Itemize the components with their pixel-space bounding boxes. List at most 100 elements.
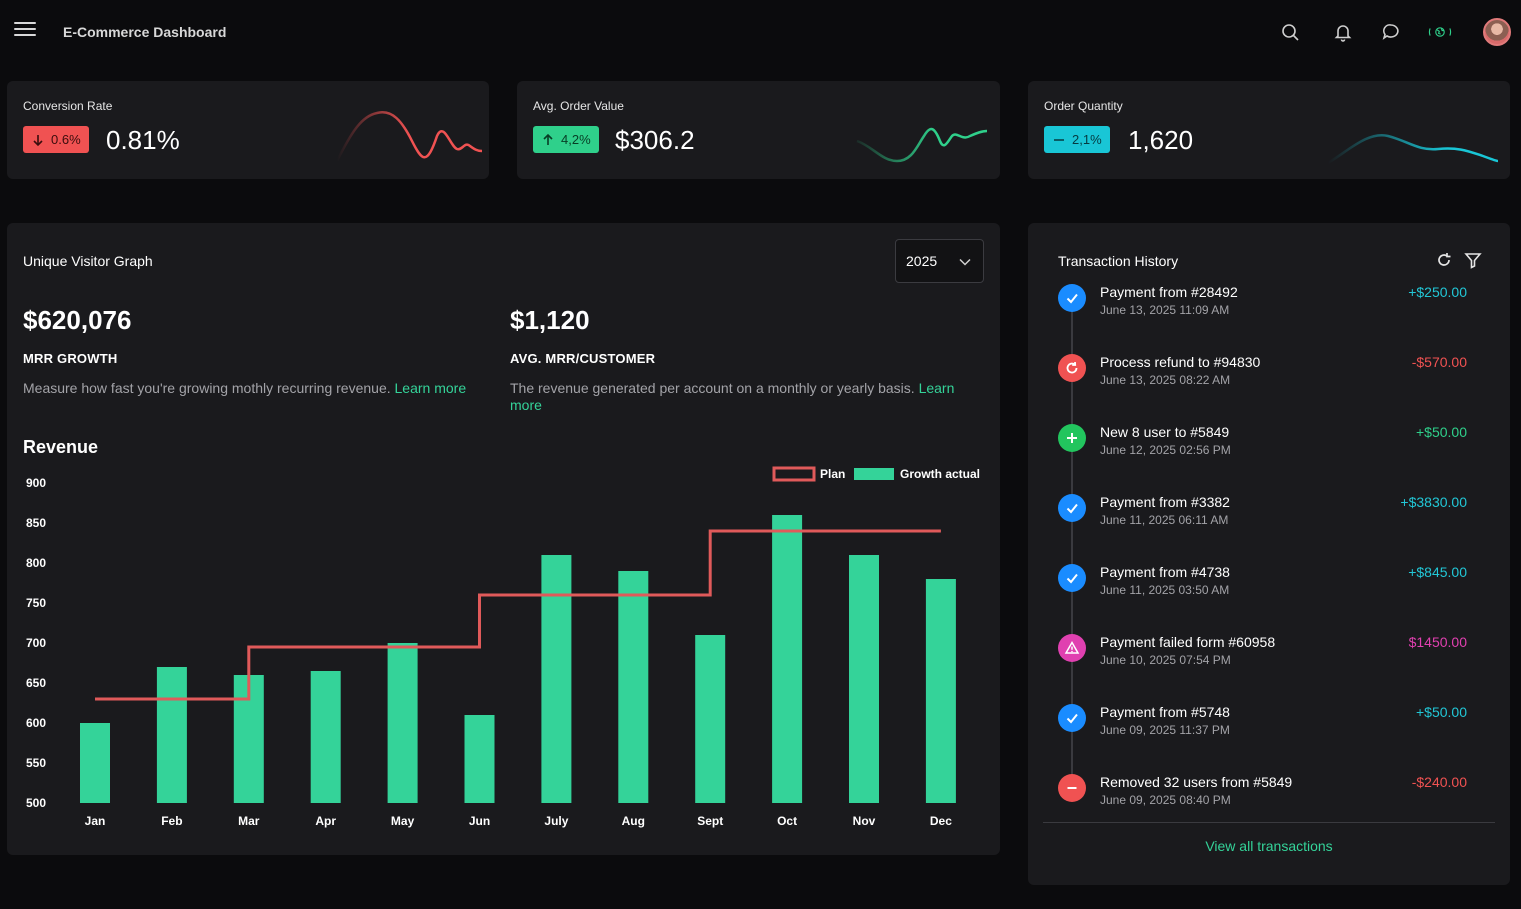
x-tick-label: Feb — [161, 814, 182, 828]
globe-icon[interactable] — [1428, 20, 1462, 44]
timeline-line — [1071, 298, 1073, 788]
sparkline-order-qty — [1328, 133, 1499, 165]
legend-label-plan: Plan — [820, 467, 845, 481]
chat-icon[interactable] — [1379, 20, 1403, 44]
transaction-date: June 09, 2025 08:40 PM — [1100, 793, 1231, 807]
transaction-amount: +$50.00 — [1416, 424, 1467, 440]
bar — [695, 635, 726, 803]
tx-title: Transaction History — [1058, 253, 1179, 269]
warning-icon — [1058, 634, 1086, 662]
bar — [464, 715, 495, 803]
arrow-down-icon — [33, 134, 43, 146]
transaction-date: June 13, 2025 08:22 AM — [1100, 373, 1231, 387]
x-tick-label: Nov — [853, 814, 876, 828]
refresh-icon[interactable] — [1435, 251, 1453, 269]
sparkline-conversion — [335, 110, 482, 162]
check-icon — [1058, 564, 1086, 592]
y-tick-label: 600 — [26, 716, 46, 730]
view-all-transactions-link[interactable]: View all transactions — [1205, 838, 1333, 854]
year-select[interactable]: 2025 — [895, 239, 984, 283]
transaction-name: Removed 32 users from #5849 — [1100, 774, 1293, 790]
check-icon — [1058, 704, 1086, 732]
plan-line — [95, 529, 941, 701]
transaction-name: Payment failed form #60958 — [1100, 634, 1276, 650]
mrr-desc: Measure how fast you're growing mothly r… — [23, 380, 493, 397]
x-tick-label: Jun — [469, 814, 490, 828]
transaction-item[interactable]: Payment from #4738 June 11, 2025 03:50 AM… — [1058, 564, 1498, 614]
x-tick-label: Jan — [85, 814, 106, 828]
transaction-item[interactable]: Payment from #5748 June 09, 2025 11:37 PM… — [1058, 704, 1498, 754]
mrr-learn-more-link[interactable]: Learn more — [394, 380, 467, 396]
transaction-date: June 13, 2025 11:09 AM — [1100, 303, 1230, 317]
sparkline-avg-order — [856, 127, 988, 163]
legend-swatch-growth — [854, 468, 894, 480]
stat-card-conversion: Conversion Rate 0.6% 0.81% — [7, 81, 489, 179]
refresh-icon — [1058, 354, 1086, 382]
transaction-amount: +$3830.00 — [1400, 494, 1467, 510]
minus-icon — [1058, 774, 1086, 802]
transaction-item[interactable]: New 8 user to #5849 June 12, 2025 02:56 P… — [1058, 424, 1498, 474]
transaction-amount: +$50.00 — [1416, 704, 1467, 720]
trend-badge: 2,1% — [1044, 126, 1110, 153]
transaction-date: June 12, 2025 02:56 PM — [1100, 443, 1231, 457]
visitor-graph-card: Unique Visitor Graph 2025 $620,076 MRR G… — [7, 223, 1000, 855]
trend-badge: 0.6% — [23, 126, 89, 153]
transaction-item[interactable]: Process refund to #94830 June 13, 2025 08… — [1058, 354, 1498, 404]
transaction-name: Payment from #4738 — [1100, 564, 1230, 580]
avg-learn-more-link[interactable]: Learn more — [510, 380, 955, 413]
transaction-name: New 8 user to #5849 — [1100, 424, 1230, 440]
divider — [1043, 822, 1495, 823]
transaction-history-card: Transaction History Payment from #28492 J… — [1028, 223, 1510, 885]
check-icon — [1058, 494, 1086, 522]
transaction-item[interactable]: Removed 32 users from #5849 June 09, 2025… — [1058, 774, 1498, 824]
transaction-item[interactable]: Payment from #28492 June 13, 2025 11:09 A… — [1058, 284, 1498, 334]
bar — [80, 723, 110, 803]
x-tick-label: Sept — [697, 814, 723, 828]
filter-icon[interactable] — [1464, 251, 1482, 269]
chevron-down-icon — [959, 258, 971, 266]
badge-value: 4,2% — [561, 132, 591, 147]
plus-icon — [1058, 424, 1086, 452]
transaction-item[interactable]: Payment failed form #60958 June 10, 2025 … — [1058, 634, 1498, 684]
menu-icon[interactable] — [14, 22, 36, 40]
stat-title: Conversion Rate — [23, 99, 113, 113]
x-tick-label: Oct — [777, 814, 797, 828]
badge-value: 2,1% — [1072, 132, 1102, 147]
bell-icon[interactable] — [1331, 20, 1355, 44]
mrr-label: MRR GROWTH — [23, 351, 118, 366]
trend-badge: 4,2% — [533, 126, 599, 153]
x-tick-label: May — [391, 814, 415, 828]
arrow-up-icon — [543, 133, 553, 145]
mrr-desc-text: Measure how fast you're growing mothly r… — [23, 380, 391, 396]
bar — [387, 643, 418, 803]
transaction-name: Payment from #3382 — [1100, 494, 1230, 510]
minus-icon — [1054, 138, 1064, 141]
stat-value: 1,620 — [1128, 125, 1194, 155]
transaction-amount: -$240.00 — [1411, 774, 1467, 790]
bar — [925, 579, 956, 803]
bar — [310, 671, 341, 803]
transaction-name: Process refund to #94830 — [1100, 354, 1261, 370]
bar — [618, 571, 649, 803]
x-tick-label: Dec — [930, 814, 952, 828]
bar — [541, 555, 572, 803]
stat-title: Avg. Order Value — [533, 99, 624, 113]
card-title: Unique Visitor Graph — [23, 253, 153, 269]
x-tick-label: Aug — [622, 814, 645, 828]
avg-mrr-desc: The revenue generated per account on a m… — [510, 380, 980, 414]
stat-value: 0.81% — [106, 125, 180, 155]
badge-value: 0.6% — [51, 132, 81, 147]
transaction-date: June 09, 2025 11:37 PM — [1100, 723, 1230, 737]
top-bar: E-Commerce Dashboard — [0, 0, 1521, 64]
transaction-item[interactable]: Payment from #3382 June 11, 2025 06:11 AM… — [1058, 494, 1498, 544]
search-icon[interactable] — [1278, 20, 1302, 44]
y-tick-label: 900 — [26, 476, 46, 490]
x-tick-label: July — [544, 814, 568, 828]
year-select-value: 2025 — [906, 253, 938, 269]
legend-swatch-plan — [772, 466, 816, 482]
y-tick-label: 500 — [26, 796, 46, 810]
avatar[interactable] — [1483, 18, 1511, 46]
x-tick-label: Apr — [315, 814, 336, 828]
mrr-value: $620,076 — [23, 305, 132, 335]
revenue-chart: 900 850 800 750 700 650 600 550 500 Jan Feb Mar Apr M… — [26, 466, 980, 828]
